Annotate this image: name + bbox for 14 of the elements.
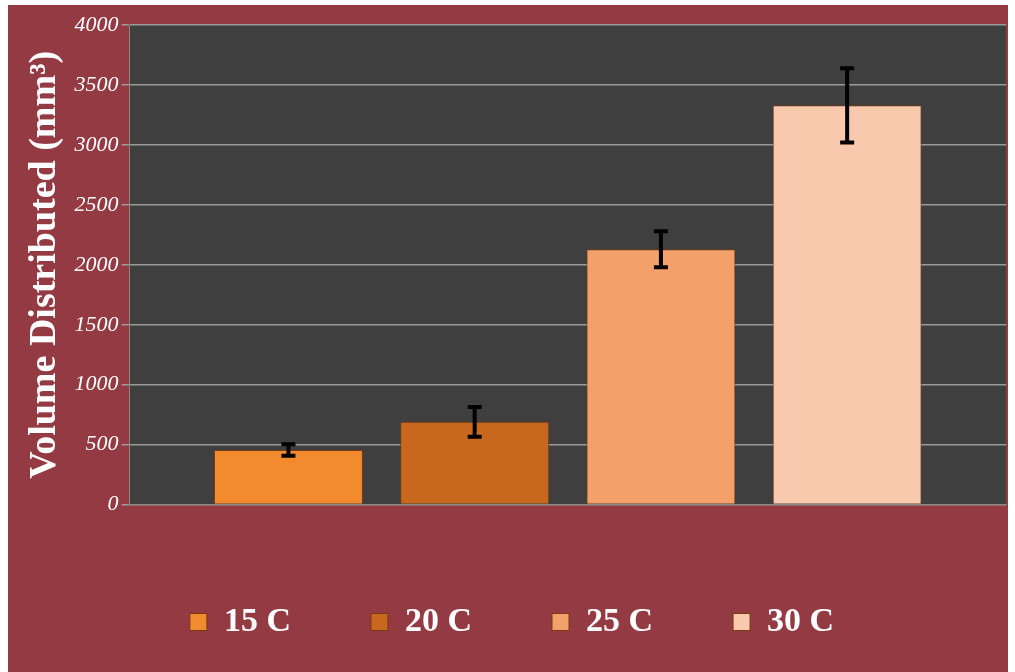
- y-tick-label: 3500: [73, 70, 119, 96]
- y-axis-title: Volume Distributed (mm³): [20, 50, 64, 479]
- legend-label: 25 C: [586, 600, 654, 638]
- legend-label: 15 C: [223, 600, 291, 638]
- y-tick-label: 2500: [74, 190, 119, 216]
- legend-label: 30 C: [767, 600, 835, 638]
- y-tick-label: 4000: [74, 10, 119, 36]
- y-tick-label: 2000: [74, 250, 119, 276]
- y-tick-label: 500: [85, 430, 119, 456]
- y-tick-label: 0: [107, 490, 119, 516]
- y-tick-label: 1500: [74, 310, 119, 336]
- y-tick-label: 3000: [73, 130, 119, 156]
- legend-label: 20 C: [404, 600, 473, 638]
- y-tick-label: 1000: [74, 370, 119, 396]
